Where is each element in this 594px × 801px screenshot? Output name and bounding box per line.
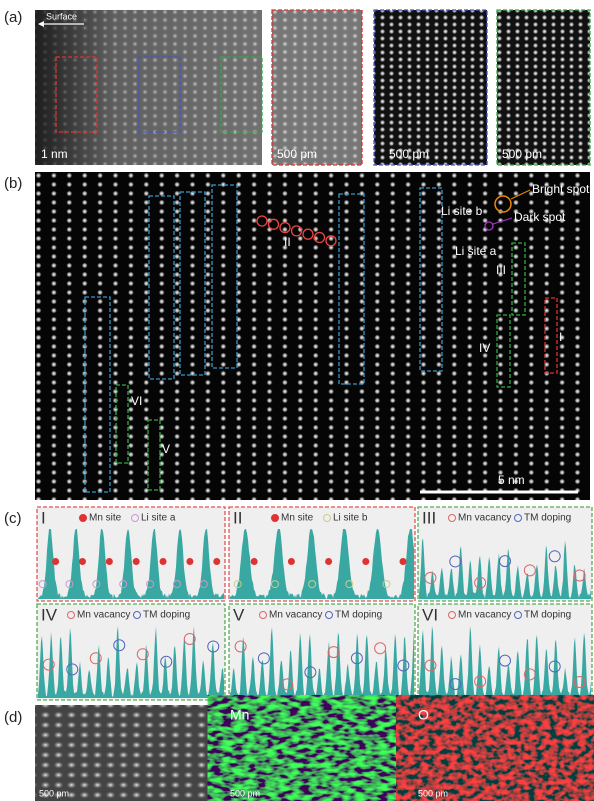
annotation: Li site b bbox=[441, 204, 483, 218]
legend-label: Mn site bbox=[281, 513, 314, 524]
o-map bbox=[414, 705, 592, 801]
profile-id: VI bbox=[422, 605, 438, 624]
element-label: O bbox=[418, 707, 429, 723]
profile-id: IV bbox=[41, 605, 58, 624]
panel-label: (d) bbox=[4, 709, 22, 726]
site-marker bbox=[251, 558, 258, 565]
profile-id: III bbox=[422, 508, 436, 527]
region-label: III bbox=[496, 263, 506, 277]
site-marker bbox=[400, 558, 407, 565]
legend-marker bbox=[80, 515, 87, 522]
profile-id: II bbox=[233, 508, 242, 527]
annotation: Bright spot bbox=[532, 182, 590, 196]
inset-image bbox=[497, 10, 590, 165]
legend-label: TM doping bbox=[335, 610, 382, 621]
legend-label: Mn vacancy bbox=[77, 610, 130, 621]
scale-label: 1 nm bbox=[41, 147, 68, 161]
site-marker bbox=[288, 558, 295, 565]
inset-image bbox=[374, 10, 487, 165]
figure: (a) Surface 1 nm 500 pm 500 pm 500 pm (b… bbox=[0, 0, 594, 801]
site-marker bbox=[79, 558, 86, 565]
region-label: VI bbox=[131, 394, 142, 408]
scale-label: 500 pm bbox=[502, 147, 542, 161]
legend-label: Mn vacancy bbox=[269, 610, 322, 621]
scale-label: 500 pm bbox=[418, 788, 448, 798]
scale-label: 5 nm bbox=[498, 473, 525, 487]
site-marker bbox=[52, 558, 59, 565]
surface-label: Surface bbox=[46, 11, 77, 21]
legend-label: TM doping bbox=[143, 610, 190, 621]
element-label: Mn bbox=[230, 707, 249, 723]
scale-label: 500 pm bbox=[39, 788, 69, 798]
legend-label: Mn vacancy bbox=[458, 610, 511, 621]
panel-label: (c) bbox=[4, 510, 22, 527]
legend-label: Mn site bbox=[89, 513, 122, 524]
site-marker bbox=[133, 558, 140, 565]
inset-image bbox=[272, 10, 362, 165]
legend-label: TM doping bbox=[524, 610, 571, 621]
region-label: II bbox=[284, 235, 291, 249]
haadf-image bbox=[35, 705, 223, 801]
legend-label: Mn vacancy bbox=[458, 513, 511, 524]
legend-label: Li site a bbox=[141, 513, 176, 524]
panel-label: (b) bbox=[4, 175, 22, 192]
line-profiles: I Mn site Li site a II Mn site Li site b III Mn… bbox=[37, 507, 592, 700]
site-marker bbox=[160, 558, 167, 565]
site-marker bbox=[106, 558, 113, 565]
profile-id: I bbox=[41, 508, 46, 527]
legend-marker bbox=[272, 515, 279, 522]
scale-label: 500 pm bbox=[230, 788, 260, 798]
image-shading bbox=[35, 10, 262, 165]
annotation: Dark spot bbox=[514, 210, 566, 224]
mn-map bbox=[226, 705, 411, 801]
region-label: I bbox=[559, 330, 562, 344]
profile-panel bbox=[229, 507, 415, 601]
panel-label: (a) bbox=[4, 9, 22, 26]
site-marker bbox=[213, 558, 220, 565]
profile-id: V bbox=[233, 605, 245, 624]
legend-label: Li site b bbox=[333, 513, 368, 524]
annotation: Li site a bbox=[455, 244, 497, 258]
legend-label: TM doping bbox=[524, 513, 571, 524]
scale-label: 500 pm bbox=[389, 147, 429, 161]
site-marker bbox=[362, 558, 369, 565]
site-marker bbox=[325, 558, 332, 565]
region-label: IV bbox=[479, 341, 490, 355]
site-marker bbox=[186, 558, 193, 565]
scale-label: 500 pm bbox=[277, 147, 317, 161]
region-label: V bbox=[162, 442, 170, 456]
stem-image bbox=[35, 172, 590, 500]
